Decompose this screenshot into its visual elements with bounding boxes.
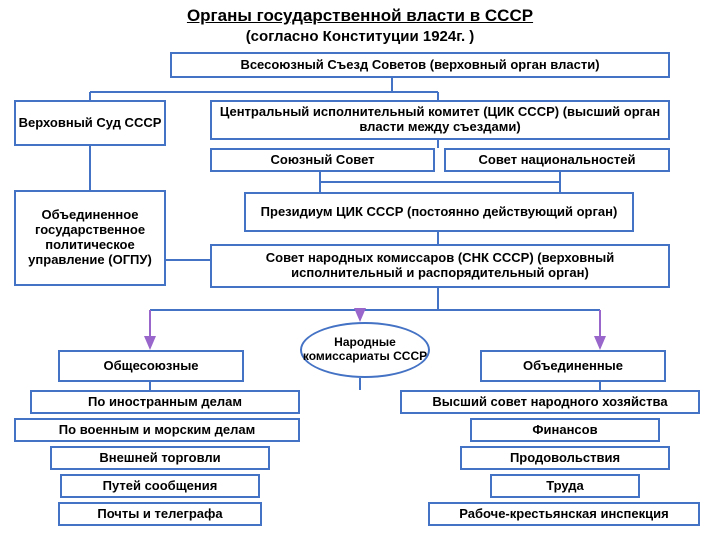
right-list-3: Труда [490,474,640,498]
left-list-0: По иностранным делам [30,390,300,414]
box-presidium: Президиум ЦИК СССР (постоянно действующи… [244,192,634,232]
box-snk: Совет народных комиссаров (СНК СССР) (ве… [210,244,670,288]
box-supreme-court: Верховный Суд СССР [14,100,166,146]
right-list-2: Продовольствия [460,446,670,470]
box-congress: Всесоюзный Съезд Советов (верховный орга… [170,52,670,78]
box-united: Объединенные [480,350,666,382]
box-union-council: Союзный Совет [210,148,435,172]
right-list-1: Финансов [470,418,660,442]
box-ogpu: Объединенное государственное политическо… [14,190,166,286]
main-title: Органы государственной власти в СССР [0,6,720,26]
left-list-4: Почты и телеграфа [58,502,262,526]
subtitle: (согласно Конституции 1924г. ) [0,28,720,45]
left-list-2: Внешней торговли [50,446,270,470]
box-nationalities-council: Совет национальностей [444,148,670,172]
box-cik: Центральный исполнительный комитет (ЦИК … [210,100,670,140]
right-list-4: Рабоче-крестьянская инспекция [428,502,700,526]
right-list-0: Высший совет народного хозяйства [400,390,700,414]
box-commissariats: Народные комиссариаты СССР [300,322,430,378]
left-list-1: По военным и морским делам [14,418,300,442]
box-all-union: Общесоюзные [58,350,244,382]
left-list-3: Путей сообщения [60,474,260,498]
